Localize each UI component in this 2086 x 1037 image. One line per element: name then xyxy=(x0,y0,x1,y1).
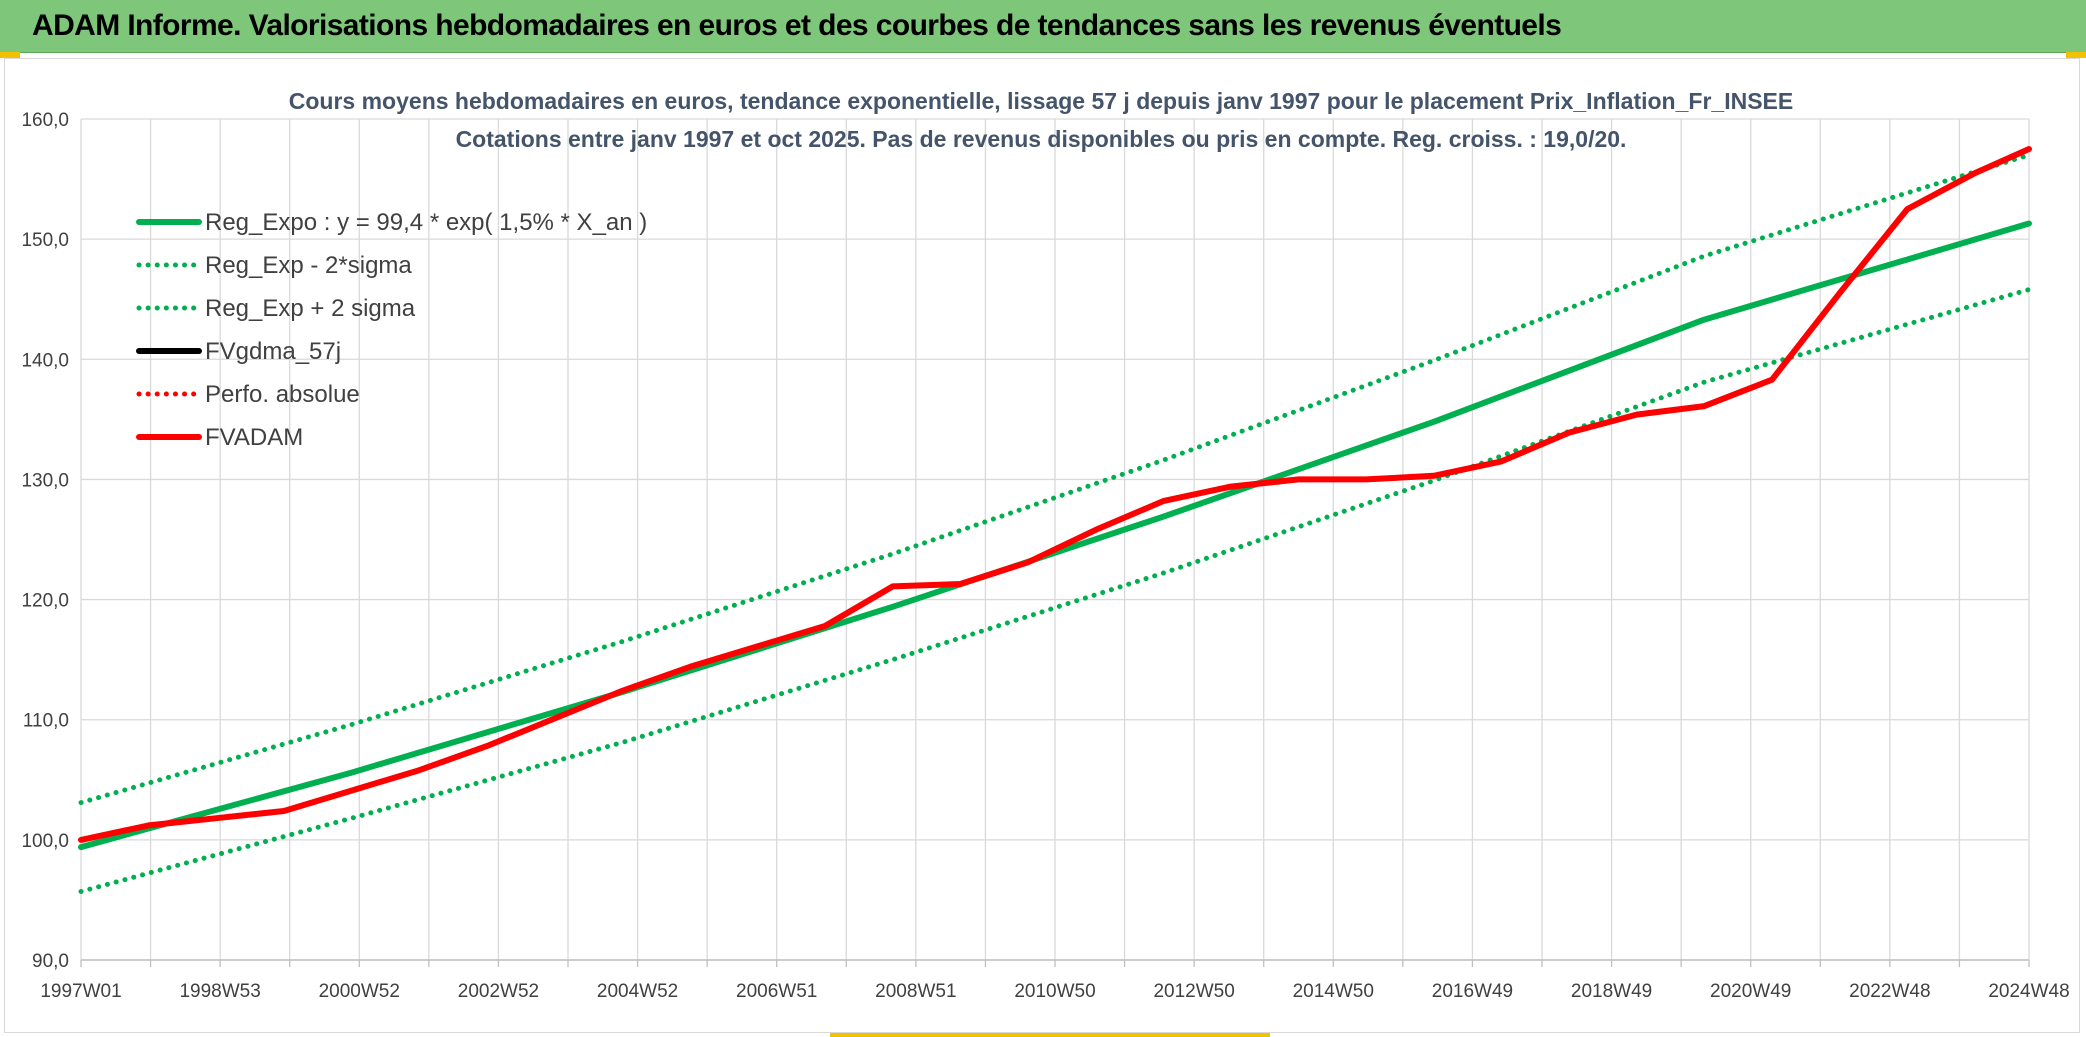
x-tick-label: 2022W48 xyxy=(1849,981,1930,1002)
chart-title: Cours moyens hebdomadaires en euros, ten… xyxy=(289,88,1793,114)
x-tick-label: 2020W49 xyxy=(1710,981,1791,1002)
corner-marker-left xyxy=(0,52,20,58)
x-tick-label: 2010W50 xyxy=(1014,981,1095,1002)
bottom-marker xyxy=(830,1033,1270,1037)
x-tick-label: 2024W48 xyxy=(1988,981,2069,1002)
chart-legend: Reg_Expo : y = 99,4 * exp( 1,5% * X_an )… xyxy=(136,209,647,451)
x-tick-label: 2012W50 xyxy=(1153,981,1234,1002)
x-tick-label: 1997W01 xyxy=(40,981,121,1002)
series-lines xyxy=(78,146,2032,894)
y-tick-label: 120,0 xyxy=(21,591,69,612)
legend-label-1: Reg_Exp - 2*sigma xyxy=(205,252,412,279)
chart-titles: Cours moyens hebdomadaires en euros, ten… xyxy=(289,88,1793,152)
chart-subtitle: Cotations entre janv 1997 et oct 2025. P… xyxy=(456,126,1627,152)
x-tick-label: 2002W52 xyxy=(458,981,539,1002)
corner-marker-right xyxy=(2066,52,2086,58)
x-tick-label: 2018W49 xyxy=(1571,981,1652,1002)
y-tick-label: 100,0 xyxy=(21,831,69,852)
legend-label-4: Perfo. absolue xyxy=(205,381,360,408)
x-tick-label: 2016W49 xyxy=(1432,981,1513,1002)
legend-label-0: Reg_Expo : y = 99,4 * exp( 1,5% * X_an ) xyxy=(205,209,647,236)
chart-area: 90,0 100,0 110,0 120,0 130,0 140,0 150,0 160,0 1… xyxy=(4,58,2080,1033)
x-tick-label: 2014W50 xyxy=(1293,981,1374,1002)
y-tick-label: 140,0 xyxy=(21,350,69,371)
report-banner: ADAM Informe. Valorisations hebdomadaire… xyxy=(0,0,2086,53)
y-tick-label: 110,0 xyxy=(23,711,69,732)
chart-svg: 90,0 100,0 110,0 120,0 130,0 140,0 150,0 160,0 1… xyxy=(21,88,2069,1002)
y-tick-label: 150,0 xyxy=(21,230,69,251)
x-tick-label: 2008W51 xyxy=(875,981,956,1002)
y-tick-label: 90,0 xyxy=(32,951,69,972)
axis-labels: 90,0 100,0 110,0 120,0 130,0 140,0 150,0 160,0 1… xyxy=(21,110,2069,1002)
x-tick-label: 2004W52 xyxy=(597,981,678,1002)
x-tick-label: 2000W52 xyxy=(319,981,400,1002)
legend-label-2: Reg_Exp + 2 sigma xyxy=(205,295,416,322)
x-tick-label: 1998W53 xyxy=(179,981,260,1002)
series-line-1 xyxy=(78,287,2032,894)
y-tick-label: 160,0 xyxy=(21,110,69,131)
legend-label-3: FVgdma_57j xyxy=(205,338,341,365)
series-line-2 xyxy=(78,152,2032,806)
series-line-5 xyxy=(78,146,2032,843)
banner-title: ADAM Informe. Valorisations hebdomadaire… xyxy=(32,9,1562,42)
y-tick-label: 130,0 xyxy=(21,470,69,491)
x-tick-label: 2006W51 xyxy=(736,981,817,1002)
legend-label-5: FVADAM xyxy=(205,424,303,451)
